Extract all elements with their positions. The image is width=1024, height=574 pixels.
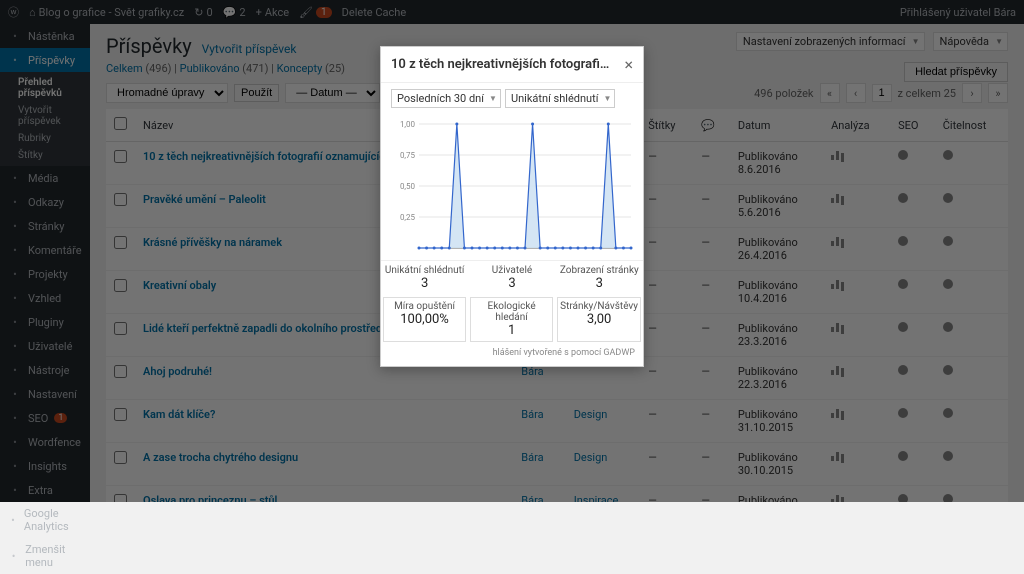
stat-value: 3,00	[560, 312, 638, 327]
close-icon[interactable]: ×	[624, 55, 633, 74]
metric-select[interactable]: Unikátní shlédnutí	[505, 89, 615, 108]
stat-cell: Unikátní shlédnutí3	[381, 261, 468, 295]
date-range-select[interactable]: Posledních 30 dní	[391, 89, 501, 108]
line-chart: 1,00 0,75 0,50 0,25	[381, 114, 643, 260]
modal-title: 10 z těch nejkreativnějších fotografií o…	[391, 57, 611, 72]
stats-row-1: Unikátní shlédnutí3Uživatelé3Zobrazení s…	[381, 260, 643, 295]
stat-label: Zobrazení stránky	[558, 265, 641, 276]
stat-value: 100,00%	[386, 312, 463, 327]
sidebar-item-collapse[interactable]: • Zmenšit menu	[0, 538, 90, 574]
sidebar-item-label: Zmenšit menu	[25, 543, 82, 569]
stats-row-2: Míra opuštění100,00%Ekologické hledání1S…	[381, 295, 643, 344]
chart-svg: 1,00 0,75 0,50 0,25	[391, 118, 635, 258]
analytics-modal: 10 z těch nejkreativnějších fotografií o…	[380, 46, 644, 367]
stat-label: Unikátní shlédnutí	[383, 265, 466, 276]
stat-cell: Stránky/Návštěvy3,00	[557, 297, 641, 342]
stat-label: Míra opuštění	[386, 301, 463, 312]
stat-label: Uživatelé	[470, 265, 553, 276]
stat-cell: Ekologické hledání1	[470, 297, 553, 342]
svg-text:0,75: 0,75	[400, 151, 416, 160]
svg-text:0,50: 0,50	[400, 182, 416, 191]
svg-text:1,00: 1,00	[400, 120, 416, 129]
stat-cell: Zobrazení stránky3	[556, 261, 643, 295]
sidebar-item-ga[interactable]: • Google Analytics	[0, 502, 90, 538]
stat-cell: Uživatelé3	[468, 261, 555, 295]
stat-label: Stránky/Návštěvy	[560, 301, 638, 312]
stat-value: 1	[473, 323, 550, 338]
collapse-icon: •	[8, 549, 19, 563]
stat-cell: Míra opuštění100,00%	[383, 297, 466, 342]
stat-value: 3	[383, 276, 466, 291]
stat-label: Ekologické hledání	[473, 301, 550, 323]
svg-text:0,25: 0,25	[400, 213, 416, 222]
stat-value: 3	[470, 276, 553, 291]
sidebar-item-label: Google Analytics	[24, 507, 82, 533]
stat-value: 3	[558, 276, 641, 291]
ga-icon: •	[8, 513, 18, 527]
modal-footer-text: hlášení vytvořené s pomocí GADWP	[381, 344, 643, 366]
